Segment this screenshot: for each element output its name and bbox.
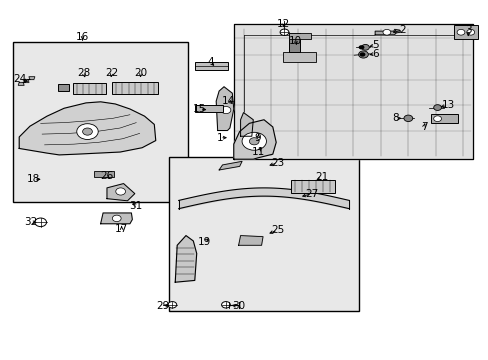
- FancyBboxPatch shape: [13, 42, 188, 202]
- Text: 9: 9: [254, 133, 261, 143]
- FancyBboxPatch shape: [168, 157, 358, 311]
- FancyBboxPatch shape: [94, 171, 114, 177]
- FancyBboxPatch shape: [289, 33, 311, 40]
- Circle shape: [361, 44, 368, 50]
- Text: 25: 25: [270, 225, 284, 235]
- Text: 16: 16: [76, 32, 89, 42]
- Circle shape: [358, 45, 364, 49]
- Text: 15: 15: [193, 104, 206, 114]
- Polygon shape: [107, 184, 135, 201]
- Polygon shape: [19, 102, 156, 155]
- Circle shape: [456, 30, 464, 35]
- FancyBboxPatch shape: [194, 105, 223, 112]
- Polygon shape: [374, 30, 400, 35]
- Text: 14: 14: [222, 96, 235, 106]
- FancyBboxPatch shape: [290, 180, 334, 193]
- Circle shape: [433, 116, 441, 122]
- Text: 30: 30: [232, 301, 244, 311]
- Text: 27: 27: [305, 189, 318, 199]
- Circle shape: [280, 29, 288, 36]
- Text: 19: 19: [198, 237, 211, 247]
- Text: 5: 5: [371, 40, 378, 50]
- Circle shape: [249, 138, 259, 145]
- Text: 4: 4: [206, 57, 213, 67]
- FancyBboxPatch shape: [194, 62, 227, 69]
- Circle shape: [35, 218, 46, 226]
- Text: 21: 21: [314, 172, 327, 182]
- Text: 20: 20: [134, 68, 147, 78]
- Polygon shape: [233, 120, 276, 159]
- Text: 7: 7: [420, 122, 427, 132]
- Polygon shape: [18, 77, 35, 85]
- Text: 2: 2: [399, 25, 406, 35]
- Text: 6: 6: [371, 49, 378, 59]
- FancyBboxPatch shape: [289, 33, 300, 51]
- Text: 28: 28: [77, 68, 90, 78]
- Text: 18: 18: [27, 174, 41, 184]
- Circle shape: [82, 128, 92, 135]
- FancyBboxPatch shape: [112, 82, 158, 94]
- Circle shape: [112, 215, 121, 222]
- FancyBboxPatch shape: [430, 114, 457, 123]
- FancyBboxPatch shape: [58, 84, 69, 91]
- Circle shape: [77, 124, 98, 139]
- Text: 29: 29: [156, 301, 169, 311]
- Circle shape: [433, 105, 441, 111]
- Polygon shape: [240, 113, 253, 136]
- Circle shape: [167, 302, 176, 308]
- Text: 22: 22: [105, 68, 118, 78]
- Text: 3: 3: [465, 25, 471, 35]
- Circle shape: [359, 52, 365, 57]
- Polygon shape: [101, 213, 132, 224]
- Circle shape: [116, 188, 125, 195]
- FancyBboxPatch shape: [282, 51, 315, 62]
- Text: 10: 10: [288, 36, 302, 46]
- Text: 26: 26: [100, 171, 113, 181]
- Polygon shape: [238, 235, 263, 245]
- Circle shape: [221, 107, 230, 114]
- Polygon shape: [219, 161, 242, 170]
- Circle shape: [358, 51, 367, 58]
- Text: 23: 23: [270, 158, 284, 168]
- Circle shape: [403, 115, 412, 122]
- Text: 11: 11: [251, 147, 264, 157]
- Text: 13: 13: [441, 100, 454, 111]
- FancyBboxPatch shape: [453, 25, 477, 40]
- Text: 24: 24: [14, 74, 27, 84]
- Polygon shape: [233, 24, 472, 159]
- Text: 8: 8: [391, 113, 398, 123]
- Circle shape: [466, 30, 474, 35]
- Circle shape: [382, 30, 390, 35]
- Text: 12: 12: [276, 19, 289, 29]
- FancyBboxPatch shape: [73, 83, 106, 94]
- Text: 32: 32: [24, 217, 38, 227]
- Text: 1: 1: [216, 133, 223, 143]
- Text: 31: 31: [129, 201, 142, 211]
- Polygon shape: [216, 87, 233, 131]
- Text: 17: 17: [115, 225, 128, 234]
- Circle shape: [242, 132, 266, 150]
- Polygon shape: [175, 235, 196, 282]
- Circle shape: [221, 302, 230, 308]
